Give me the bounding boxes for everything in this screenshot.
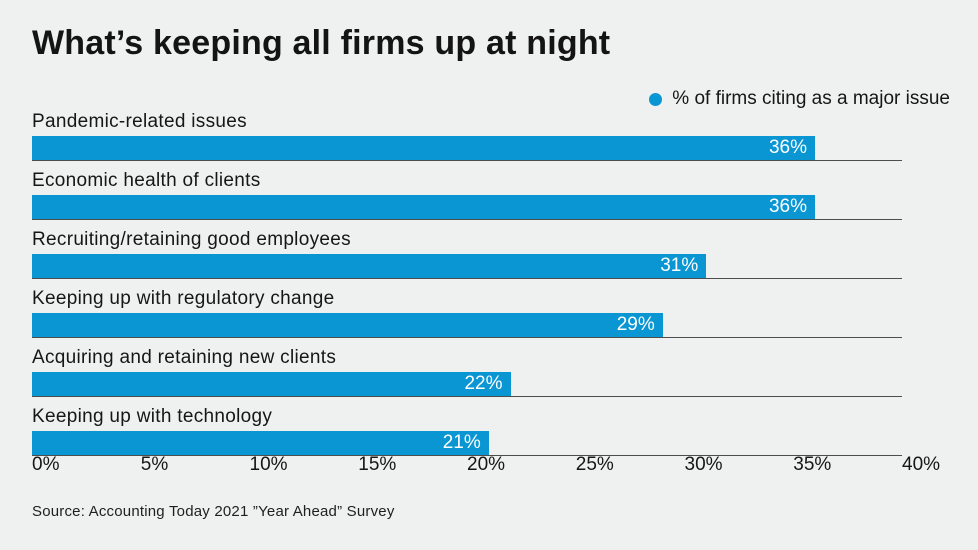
bar-row: Acquiring and retaining new clients 22%	[32, 346, 902, 397]
bar-row: Keeping up with regulatory change 29%	[32, 287, 902, 338]
bar-chart: Pandemic-related issues 36% Economic hea…	[32, 110, 902, 464]
chart-title: What’s keeping all firms up at night	[32, 24, 611, 62]
x-axis-tick-label: 30%	[684, 454, 723, 475]
x-axis-tick-label: 35%	[793, 454, 832, 475]
bar: 36%	[32, 195, 815, 219]
legend-marker-icon	[649, 92, 663, 106]
bar-row: Keeping up with technology 21%	[32, 405, 902, 456]
x-axis-tick-label: 5%	[140, 454, 169, 475]
category-label: Keeping up with technology	[32, 406, 273, 427]
x-axis-tick-label: 25%	[575, 454, 614, 475]
bar-row: Economic health of clients 36%	[32, 169, 902, 220]
bar: 29%	[32, 313, 663, 337]
x-axis-tick-label: 0%	[32, 454, 60, 475]
bar: 31%	[32, 254, 707, 278]
bar-track: 31%	[32, 254, 902, 279]
category-label: Pandemic-related issues	[32, 111, 247, 132]
legend-label: % of firms citing as a major issue	[672, 88, 950, 109]
value-label: 36%	[768, 196, 807, 217]
bar-track: 36%	[32, 195, 902, 220]
value-label: 29%	[616, 314, 655, 335]
x-axis-tick-label: 15%	[358, 454, 397, 475]
category-label: Economic health of clients	[32, 170, 261, 191]
category-label: Acquiring and retaining new clients	[32, 347, 337, 368]
bar-row: Pandemic-related issues 36%	[32, 110, 902, 161]
category-label: Recruiting/retaining good employees	[32, 229, 351, 250]
source-note: Source: Accounting Today 2021 ”Year Ahea…	[32, 503, 395, 520]
value-label: 31%	[660, 255, 699, 276]
x-axis-tick-label: 40%	[902, 454, 941, 475]
x-axis-tick-label: 10%	[249, 454, 288, 475]
bar-row: Recruiting/retaining good employees 31%	[32, 228, 902, 279]
x-axis-tick-label: 20%	[467, 454, 506, 475]
bar: 21%	[32, 431, 489, 455]
bar: 22%	[32, 372, 511, 396]
value-label: 22%	[464, 373, 503, 394]
value-label: 21%	[442, 432, 481, 453]
bar-track: 22%	[32, 372, 902, 397]
legend: % of firms citing as a major issue	[649, 88, 950, 110]
value-label: 36%	[768, 137, 807, 158]
bar-track: 36%	[32, 136, 902, 161]
bar: 36%	[32, 136, 815, 160]
x-axis: 0% 5% 10% 15% 20% 25% 30% 35% 40%	[32, 454, 940, 480]
bar-track: 21%	[32, 431, 902, 456]
category-label: Keeping up with regulatory change	[32, 288, 335, 309]
bar-track: 29%	[32, 313, 902, 338]
